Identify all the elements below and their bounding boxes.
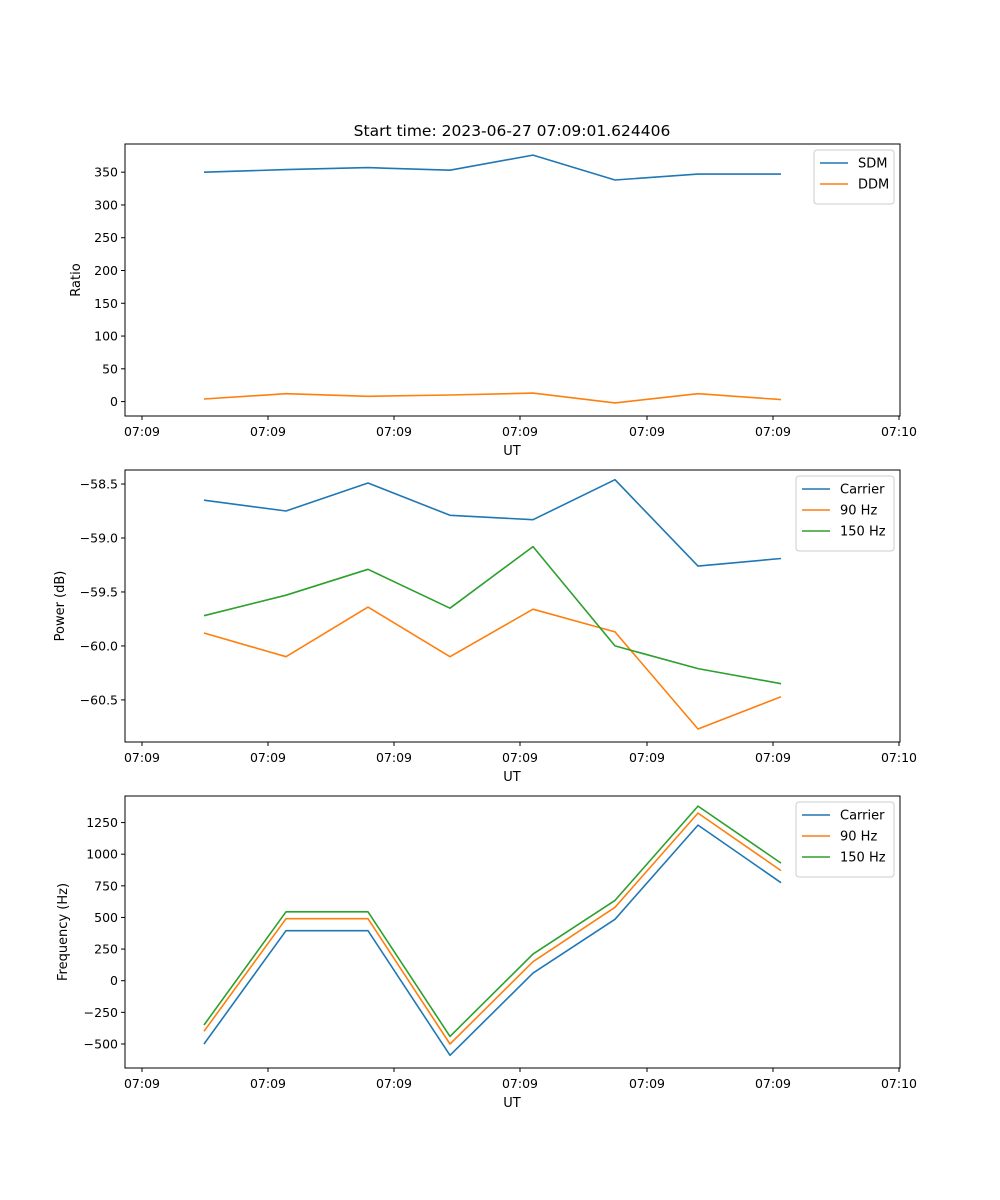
y-tick-label: −500 (84, 1036, 118, 1051)
axes-frame (124, 143, 901, 417)
y-axis-label: Ratio (69, 263, 84, 296)
series-line-1 (203, 154, 781, 181)
y-tick-label: −59.0 (80, 531, 118, 546)
legend-label: 90 Hz (840, 504, 877, 519)
y-tick-label: 300 (94, 197, 118, 212)
axes-frame (124, 469, 901, 743)
x-tick-label: 07:09 (755, 424, 791, 439)
y-axis-label: Frequency (Hz) (56, 883, 71, 981)
y-tick-label: 750 (94, 878, 118, 893)
series-line-2 (203, 812, 782, 1045)
x-tick-label: 07:09 (250, 424, 286, 439)
series-line-2 (203, 606, 782, 730)
legend-label: SDM (858, 157, 887, 172)
x-tick-label: 07:10 (881, 424, 917, 439)
series-line-2 (203, 392, 782, 404)
x-tick-label: 07:09 (376, 424, 412, 439)
y-tick-label: 350 (94, 165, 118, 180)
series-line-1 (203, 824, 782, 1057)
series-line-3 (203, 805, 782, 1038)
legend: Carrier 90 Hz 150 Hz (795, 801, 895, 878)
x-tick-label: 07:10 (881, 1076, 917, 1091)
legend-label: 150 Hz (840, 851, 886, 866)
x-tick-label: 07:09 (502, 424, 538, 439)
legend: SDM DDM (813, 149, 895, 205)
legend-label: Carrier (840, 809, 885, 824)
plot-area: 07:09 07:09 07:09 07:09 07:09 07:09 07:10 0 50 10… (94, 143, 917, 439)
y-tick-label: 150 (94, 296, 118, 311)
y-tick-label: 1000 (86, 847, 118, 862)
x-tick-label: 07:09 (629, 750, 665, 765)
legend: Carrier 90 Hz 150 Hz (795, 475, 895, 552)
legend-box (795, 475, 895, 552)
y-tick-label: 100 (94, 329, 118, 344)
legend-label: DDM (858, 178, 889, 193)
y-tick-label: −60.0 (80, 638, 118, 653)
y-tick-label: 0 (110, 973, 118, 988)
y-tick-label: 200 (94, 263, 118, 278)
x-tick-label: 07:09 (502, 750, 538, 765)
legend-label: 90 Hz (840, 830, 877, 845)
chart-title: Start time: 2023-06-27 07:09:01.624406 (354, 122, 671, 140)
y-tick-label: 250 (94, 942, 118, 957)
x-tick-label: 07:10 (881, 750, 917, 765)
legend-label: 150 Hz (840, 525, 886, 540)
subplot-frequency: 07:09 07:09 07:09 07:09 07:09 07:09 07:10 −500 −… (56, 795, 917, 1111)
y-tick-label: 1250 (86, 815, 118, 830)
subplot-ratio: Start time: 2023-06-27 07:09:01.624406 0… (69, 122, 917, 459)
x-tick-label: 07:09 (250, 1076, 286, 1091)
series-line-3 (203, 545, 782, 685)
plot-area: 07:09 07:09 07:09 07:09 07:09 07:09 07:10 −500 −… (84, 795, 917, 1091)
axes-frame (124, 795, 901, 1069)
x-tick-label: 07:09 (124, 424, 160, 439)
x-tick-label: 07:09 (755, 750, 791, 765)
y-tick-label: 500 (94, 910, 118, 925)
x-tick-label: 07:09 (502, 1076, 538, 1091)
y-tick-label: −60.5 (80, 692, 118, 707)
x-tick-label: 07:09 (124, 1076, 160, 1091)
y-tick-label: 50 (102, 361, 118, 376)
x-tick-label: 07:09 (376, 750, 412, 765)
x-axis-label: UT (503, 444, 521, 459)
x-tick-label: 07:09 (250, 750, 286, 765)
plot-area: 07:09 07:09 07:09 07:09 07:09 07:09 07:10 −60.5… (80, 469, 917, 765)
legend-label: Carrier (840, 483, 885, 498)
y-tick-label: 0 (110, 394, 118, 409)
x-tick-label: 07:09 (629, 1076, 665, 1091)
y-tick-label: −58.5 (80, 477, 118, 492)
x-tick-label: 07:09 (376, 1076, 412, 1091)
series-line-1 (203, 478, 782, 567)
x-axis-label: UT (503, 1096, 521, 1111)
x-tick-label: 07:09 (629, 424, 665, 439)
y-axis-label: Power (dB) (53, 571, 68, 642)
x-tick-label: 07:09 (755, 1076, 791, 1091)
x-tick-label: 07:09 (124, 750, 160, 765)
legend-box (795, 801, 895, 878)
y-tick-label: 250 (94, 230, 118, 245)
subplot-power: 07:09 07:09 07:09 07:09 07:09 07:09 07:10 −60.5… (53, 469, 917, 785)
y-tick-label: −250 (84, 1005, 118, 1020)
y-tick-label: −59.5 (80, 584, 118, 599)
x-axis-label: UT (503, 770, 521, 785)
